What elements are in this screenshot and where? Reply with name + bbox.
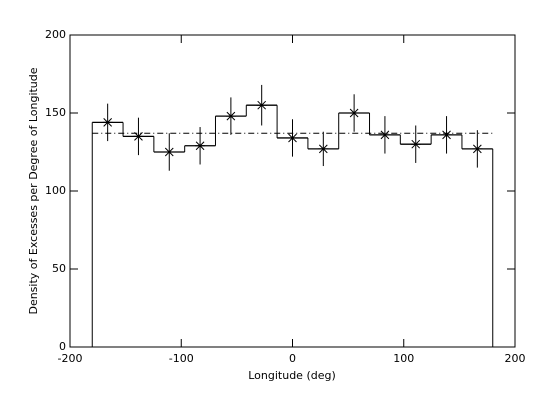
x-tick-label: 0 — [289, 352, 296, 365]
y-tick-label: 50 — [52, 262, 66, 275]
point-marker — [195, 141, 206, 151]
point-marker — [318, 144, 329, 154]
point-marker — [133, 132, 144, 141]
y-tick-label: 150 — [45, 106, 66, 119]
point-marker — [410, 139, 421, 149]
point-marker — [472, 144, 483, 154]
point-marker — [379, 130, 390, 140]
point-marker — [102, 118, 113, 127]
plot-frame — [69, 34, 516, 348]
y-tick-label: 200 — [45, 28, 66, 41]
y-axis-label: Density of Excesses per Degree of Longit… — [27, 67, 40, 314]
y-tick-label: 0 — [59, 340, 66, 353]
point-marker — [287, 133, 298, 143]
x-tick-label: 100 — [393, 352, 414, 365]
x-tick-label: -100 — [169, 352, 194, 365]
x-tick-label: 200 — [505, 352, 526, 365]
x-tick-label: -200 — [58, 352, 83, 365]
y-tick-label: 100 — [45, 184, 66, 197]
point-marker — [164, 147, 175, 157]
point-marker — [349, 108, 360, 118]
point-marker — [256, 100, 267, 110]
point-marker — [225, 111, 236, 121]
x-axis-label: Longitude (deg) — [248, 369, 336, 382]
point-marker — [441, 130, 452, 140]
